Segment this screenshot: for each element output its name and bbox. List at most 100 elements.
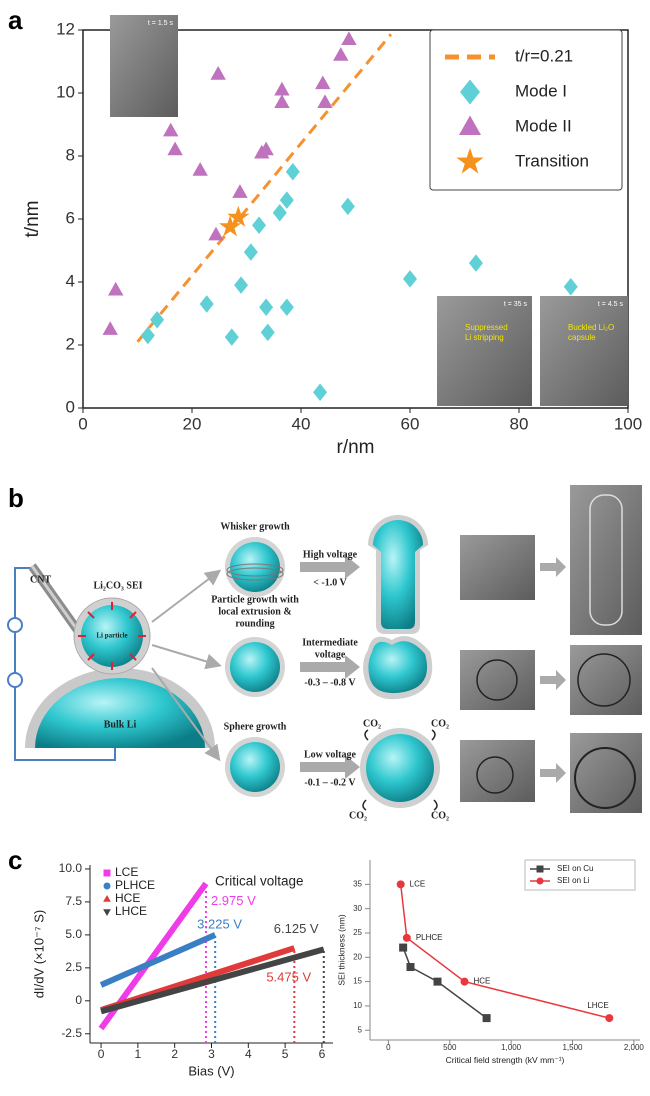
sphere: [366, 734, 434, 802]
series-line: [401, 884, 610, 1018]
point: [469, 254, 483, 272]
point: [273, 204, 287, 222]
y-tick-label: 10: [353, 1001, 362, 1010]
voltage-label: Intermediate: [302, 637, 358, 648]
legend-label: Mode II: [515, 116, 572, 135]
x-tick-label: 2: [171, 1047, 178, 1061]
x-tick-label: 0: [98, 1047, 105, 1061]
legend-label: HCE: [115, 891, 140, 905]
legend-label: SEI on Cu: [557, 864, 593, 873]
particle: [230, 742, 280, 792]
inset-image: [540, 296, 628, 406]
point: [407, 963, 415, 971]
point: [280, 191, 294, 209]
legend-swatch: [103, 909, 111, 916]
point: [200, 295, 214, 313]
x-tick-label: 5: [282, 1047, 289, 1061]
particle: [230, 542, 280, 592]
y-tick-label: 30: [353, 904, 362, 913]
y-tick-label: 10.0: [59, 861, 83, 875]
point: [315, 76, 330, 90]
y-tick-label: 8: [66, 145, 75, 164]
legend-swatch: [104, 883, 111, 890]
panel-label: c: [8, 845, 22, 875]
x-tick-label: 500: [443, 1043, 457, 1052]
chart-title: Critical voltage: [215, 874, 304, 889]
point: [280, 298, 294, 316]
point: [341, 198, 355, 216]
annotation: 2.975 V: [211, 893, 256, 908]
point: [261, 324, 275, 342]
y-tick-label: 6: [66, 208, 75, 227]
gas-label: CO₂: [363, 718, 381, 729]
row-title: local extrusion &: [218, 606, 291, 617]
y-tick-label: 5: [358, 1025, 363, 1034]
x-axis-label: Bias (V): [188, 1063, 234, 1078]
circuit-node: [8, 673, 22, 687]
x-tick-label: 0: [78, 414, 87, 433]
tem-image: [460, 535, 535, 600]
point: [483, 1014, 491, 1022]
row-title: Particle growth with: [211, 594, 299, 605]
gas-label: CO₂: [431, 718, 449, 729]
micrograph-arrows: [540, 557, 566, 783]
point: [103, 321, 118, 335]
tem-image: [570, 645, 642, 715]
legend-label: LCE: [115, 865, 138, 879]
point: [225, 328, 239, 346]
point: [108, 282, 123, 296]
y-tick-label: 25: [353, 928, 362, 937]
tem-image: [570, 733, 642, 813]
x-tick-label: 1: [135, 1047, 142, 1061]
inset-label: Buckled Li₂O: [568, 323, 614, 332]
x-tick-label: 100: [614, 414, 642, 433]
y-tick-label: 35: [353, 879, 362, 888]
x-tick-label: 0: [386, 1043, 391, 1052]
voltage-range: -0.3 – -0.8 V: [304, 677, 356, 688]
voltage-arrows: [300, 555, 360, 779]
page: a b c CNT Li₂CO₃ SEI Li particle Bulk Li: [0, 0, 650, 1091]
y-tick-label: 2.5: [65, 960, 82, 974]
annotation: 5.475 V: [266, 970, 311, 985]
legend-swatch: [537, 866, 544, 873]
inset-image: [110, 15, 178, 117]
x-tick-label: 2,000: [624, 1043, 645, 1052]
point: [208, 227, 223, 241]
point: [461, 978, 469, 986]
point-label: HCE: [474, 977, 491, 986]
row-title: Sphere growth: [224, 721, 287, 732]
legend-label: LHCE: [115, 904, 147, 918]
point-label: LHCE: [587, 1001, 608, 1010]
gas-label: CO₂: [349, 810, 367, 821]
y-tick-label: 0: [66, 397, 75, 416]
point: [403, 934, 411, 942]
x-tick-label: 40: [292, 414, 311, 433]
point: [163, 123, 178, 137]
blob: [368, 641, 427, 693]
x-tick-label: 4: [245, 1047, 252, 1061]
y-axis-label: SEI thickness (nm): [336, 914, 346, 985]
point: [167, 142, 182, 156]
point: [259, 298, 273, 316]
legend-label: PLHCE: [115, 878, 155, 892]
inset-label: Suppressed: [465, 323, 508, 332]
y-axis-label: t/nm: [22, 201, 43, 238]
y-tick-label: 12: [56, 19, 75, 38]
voltage-range: < -1.0 V: [313, 577, 347, 588]
point: [274, 94, 289, 108]
x-tick-label: 6: [319, 1047, 326, 1061]
point: [333, 47, 348, 61]
y-tick-label: 0: [75, 993, 82, 1007]
inset-image: [437, 296, 532, 406]
figure: a b c CNT Li₂CO₃ SEI Li particle Bulk Li: [0, 0, 650, 1091]
row-title: rounding: [235, 618, 274, 629]
gas-label: CO₂: [431, 810, 449, 821]
legend-swatch: [103, 895, 111, 902]
label: Li₂CO₃ SEI: [93, 580, 142, 591]
voltage-range: -0.1 – -0.2 V: [304, 777, 356, 788]
legend-label: SEI on Li: [557, 876, 590, 885]
legend-swatch: [104, 870, 111, 877]
x-axis-label: r/nm: [337, 437, 375, 458]
panel-label: a: [8, 5, 23, 35]
x-tick-label: 60: [401, 414, 420, 433]
